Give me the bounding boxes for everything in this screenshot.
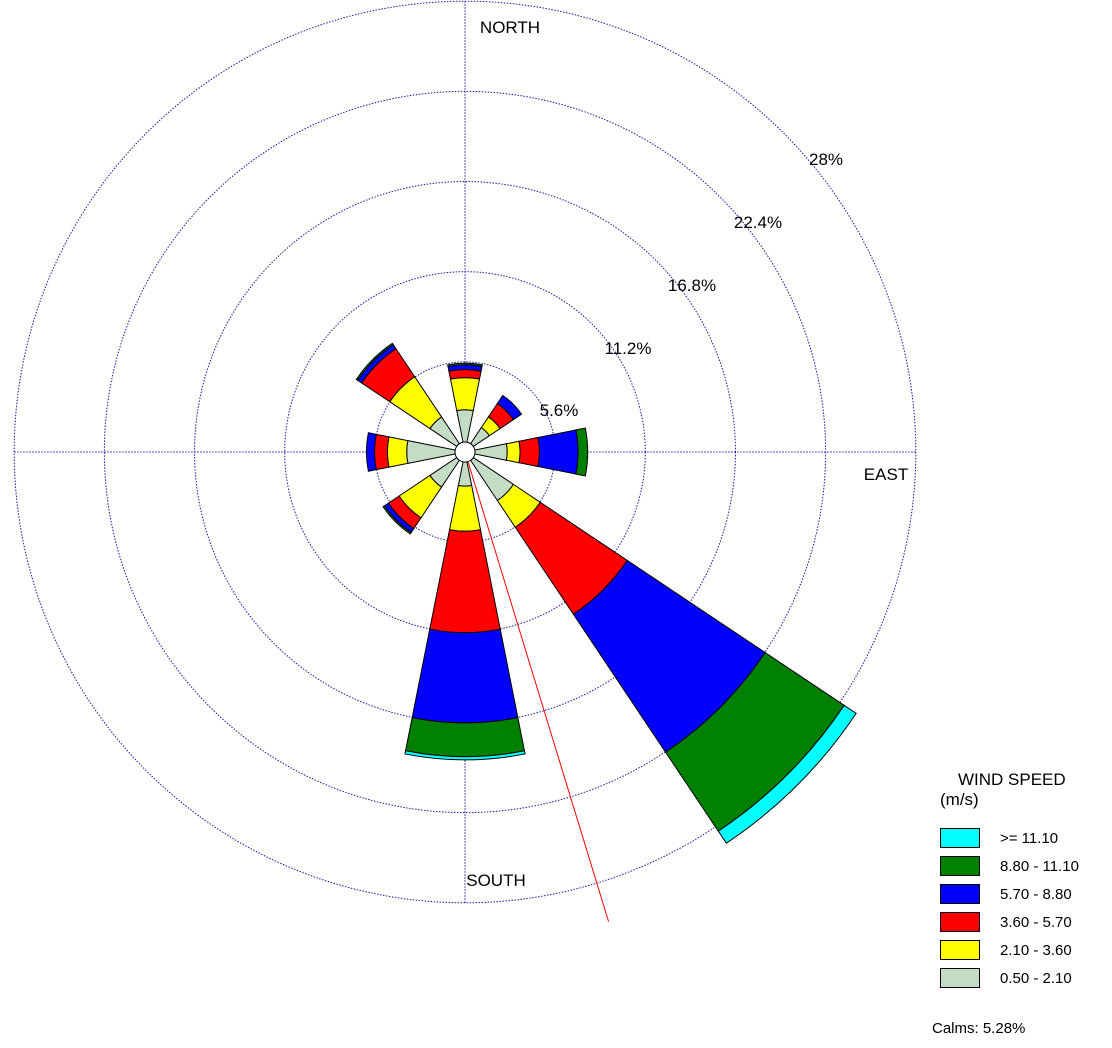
label-group: NORTH EAST SOUTH 5.6% 11.2% 16.8% 22.4% … [466,18,908,890]
calms-label: Calms: 5.28% [932,1020,1026,1037]
petal-segment [366,432,377,472]
ring-label: 11.2% [605,339,652,358]
legend-item: 3.60 - 5.70 [940,908,1110,936]
legend-swatch [940,968,980,988]
legend-label: 5.70 - 8.80 [1000,885,1072,903]
ring-label: 28% [809,150,843,169]
legend-item: 0.50 - 2.10 [940,964,1110,992]
legend-item: >= 11.10 [940,824,1110,852]
petal-segment [411,628,519,724]
legend-label: 2.10 - 3.60 [1000,941,1072,959]
petal-segment [717,704,857,844]
legend-item: 5.70 - 8.80 [940,880,1110,908]
mean-direction-line [467,461,610,922]
petal-segment [404,717,526,758]
petal-segment [406,440,456,464]
legend-swatch [940,912,980,932]
petal-segment [537,429,579,475]
legend-title: WIND SPEED [958,770,1066,789]
direction-label-north: NORTH [480,18,540,37]
petal-segment [449,377,481,412]
direction-label-east: EAST [864,465,908,484]
legend-item: 2.10 - 3.60 [940,936,1110,964]
petal-segment [404,750,526,761]
petal-segment [518,436,540,468]
ring-label: 5.6% [540,401,579,420]
legend-swatch [940,940,980,960]
legend-swatch [940,856,980,876]
petal-segment [447,362,483,367]
ring-label: 16.8% [668,276,716,295]
petal-segment [448,369,482,380]
petal-group [355,342,857,844]
petal-segment [457,461,473,487]
petal-segment [355,342,394,381]
petal-segment [575,427,589,477]
legend-unit: (m/s) [940,790,979,809]
legend-label: 3.60 - 5.70 [1000,913,1072,931]
legend: WIND SPEED (m/s) >= 11.10 8.80 - 11.10 5… [940,770,1110,992]
petal-segment [382,505,412,535]
petal-segment [496,394,523,421]
legend-swatch [940,884,980,904]
legend-label: 8.80 - 11.10 [1000,857,1079,875]
calm-circle [454,441,476,463]
petal-segment [386,436,409,468]
overlay-group [454,441,610,922]
legend-item: 8.80 - 11.10 [940,852,1110,880]
petal-segment [448,484,482,532]
direction-label-south: SOUTH [466,871,526,890]
ring-label: 22.4% [734,213,782,232]
petal-segment [374,433,390,471]
legend-label: 0.50 - 2.10 [1000,969,1072,987]
petal-segment [456,409,474,443]
petal-segment [505,440,521,464]
petal-segment [474,443,508,461]
petal-segment [429,529,501,634]
legend-items: >= 11.10 8.80 - 11.10 5.70 - 8.80 3.60 -… [940,824,1110,992]
legend-swatch [940,828,980,848]
grid-ring [13,0,917,904]
legend-label: >= 11.10 [1000,829,1059,847]
